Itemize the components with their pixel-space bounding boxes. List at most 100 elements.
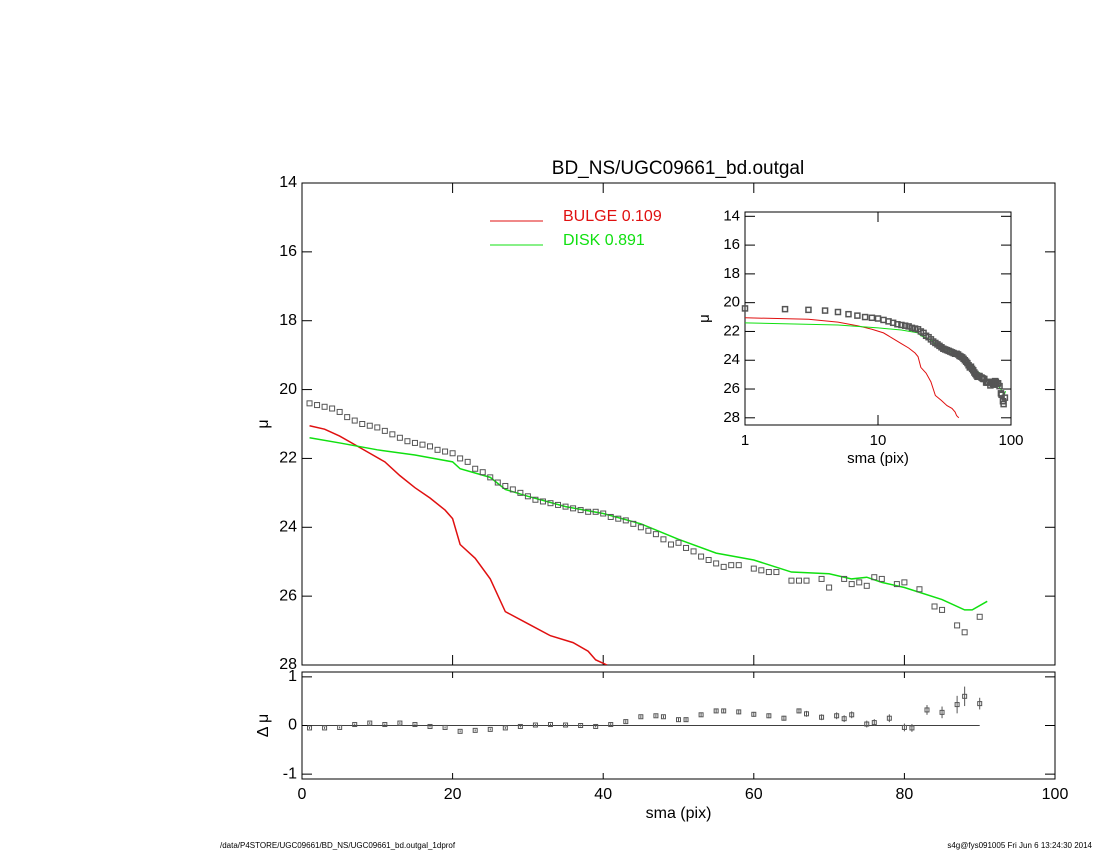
data-point bbox=[351, 417, 358, 424]
data-point bbox=[539, 498, 546, 505]
y-tick-label: 24 bbox=[723, 351, 740, 368]
y-tick-label: 18 bbox=[723, 265, 740, 282]
residual-point bbox=[352, 722, 358, 728]
data-point bbox=[841, 575, 848, 582]
data-point bbox=[472, 465, 479, 472]
chart-title: BD_NS/UGC09661_bd.outgal bbox=[552, 158, 804, 179]
x-tick-label: 100 bbox=[998, 432, 1023, 449]
y-tick-label: 18 bbox=[279, 312, 297, 329]
legend-label: BULGE 0.109 bbox=[563, 208, 662, 225]
residual-point bbox=[367, 720, 373, 726]
residual-point bbox=[698, 712, 704, 718]
data-point bbox=[344, 414, 351, 421]
y-tick-label: 22 bbox=[279, 450, 297, 467]
x-tick-label: 20 bbox=[444, 786, 462, 803]
x-tick-label: 0 bbox=[298, 786, 307, 803]
residual-point bbox=[578, 723, 584, 728]
x-tick-label: 100 bbox=[1042, 786, 1069, 803]
data-point bbox=[805, 306, 812, 314]
data-point bbox=[615, 515, 622, 522]
residual-point bbox=[766, 713, 772, 719]
data-point bbox=[562, 503, 569, 510]
residual-point bbox=[382, 722, 388, 728]
x-tick-label: 60 bbox=[745, 786, 763, 803]
data-point bbox=[660, 536, 667, 543]
data-point bbox=[788, 577, 795, 584]
data-point bbox=[765, 569, 772, 576]
residual-point bbox=[796, 708, 802, 714]
data-point bbox=[396, 434, 403, 441]
data-point bbox=[555, 501, 562, 508]
x-tick-label: 40 bbox=[594, 786, 612, 803]
model-line bbox=[309, 424, 608, 665]
data-point bbox=[683, 544, 690, 551]
data-point bbox=[652, 531, 659, 538]
data-point bbox=[848, 581, 855, 588]
residual-point bbox=[736, 709, 742, 715]
data-point bbox=[880, 316, 887, 324]
data-point bbox=[547, 500, 554, 507]
data-point bbox=[329, 405, 336, 412]
y-tick-label: 16 bbox=[723, 236, 740, 253]
data-point bbox=[954, 622, 961, 629]
residual-point bbox=[532, 722, 538, 728]
data-point bbox=[434, 446, 441, 453]
model-line bbox=[309, 437, 988, 611]
data-point bbox=[442, 448, 449, 455]
data-point bbox=[509, 486, 516, 493]
data-point bbox=[871, 574, 878, 581]
residual-point bbox=[909, 725, 915, 731]
residual-point bbox=[954, 702, 960, 708]
data-point bbox=[600, 510, 607, 517]
data-point bbox=[826, 584, 833, 591]
y-axis-label: μ bbox=[255, 419, 272, 428]
data-point bbox=[336, 408, 343, 415]
data-point bbox=[389, 431, 396, 438]
y-tick-label: 28 bbox=[279, 656, 297, 673]
data-point bbox=[863, 582, 870, 589]
residual-point bbox=[804, 711, 810, 717]
data-point bbox=[532, 496, 539, 503]
data-point bbox=[592, 508, 599, 515]
data-point bbox=[321, 403, 328, 410]
data-point bbox=[690, 548, 697, 555]
y-tick-label: 22 bbox=[723, 322, 740, 339]
residual-point bbox=[608, 722, 614, 728]
data-point bbox=[705, 556, 712, 563]
y-tick-label: 0 bbox=[288, 717, 297, 734]
data-point bbox=[894, 321, 901, 328]
data-point bbox=[878, 575, 885, 582]
y-axis-label: μ bbox=[696, 314, 713, 323]
data-point bbox=[854, 312, 861, 319]
residual-point bbox=[593, 723, 599, 729]
residual-point bbox=[427, 723, 433, 729]
residual-point bbox=[939, 709, 945, 715]
y-tick-label: 1 bbox=[288, 668, 297, 685]
data-point bbox=[961, 629, 968, 636]
data-point bbox=[856, 579, 863, 586]
data-point bbox=[713, 560, 720, 567]
residual-point bbox=[834, 713, 840, 719]
data-point bbox=[449, 450, 456, 457]
y-tick-label: 26 bbox=[279, 587, 297, 604]
residual-point bbox=[472, 727, 478, 733]
data-point bbox=[374, 424, 381, 431]
data-point bbox=[821, 307, 829, 314]
residual-point bbox=[886, 715, 892, 721]
y-tick-label: 16 bbox=[279, 243, 297, 260]
data-point bbox=[585, 508, 592, 515]
data-point bbox=[645, 527, 652, 534]
data-point bbox=[381, 427, 388, 434]
residual-point bbox=[660, 714, 666, 720]
data-point bbox=[457, 455, 464, 462]
data-point bbox=[427, 443, 434, 450]
residual-point bbox=[397, 720, 403, 726]
residual-point bbox=[751, 711, 757, 717]
data-point bbox=[306, 400, 313, 407]
residual-point bbox=[457, 728, 463, 734]
x-axis-label: sma (pix) bbox=[646, 805, 712, 822]
data-point bbox=[996, 382, 1003, 390]
data-point bbox=[803, 577, 810, 584]
data-point bbox=[773, 569, 780, 576]
